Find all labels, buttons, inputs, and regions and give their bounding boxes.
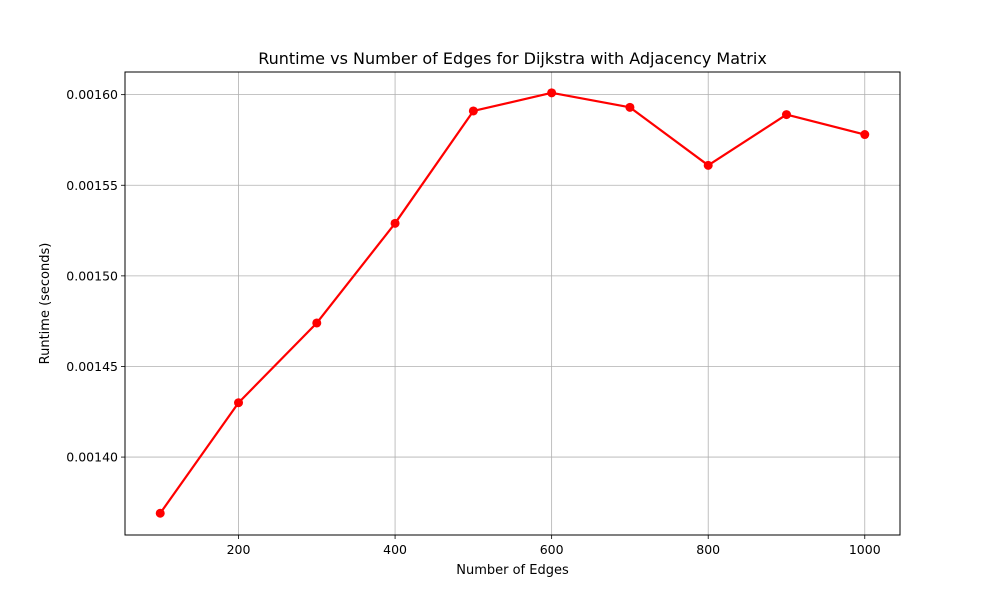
y-tick-label: 0.00155 [66, 178, 118, 193]
plot-area-frame [124, 71, 901, 536]
x-axis-label: Number of Edges [456, 563, 569, 578]
data-point-marker [860, 130, 870, 140]
y-axis-label: Runtime (seconds) [38, 243, 53, 365]
grid-lines [125, 72, 900, 535]
y-tick-label: 0.00140 [66, 450, 118, 465]
data-point-marker [155, 508, 165, 518]
data-point-marker [547, 88, 557, 98]
y-tick-label: 0.00160 [66, 87, 118, 102]
data-point-marker [781, 110, 791, 120]
y-tick-label: 0.00145 [66, 359, 118, 374]
data-point-marker [703, 160, 713, 170]
y-tick-label: 0.00150 [66, 268, 118, 283]
series-line [159, 91, 866, 515]
x-tick-label: 800 [696, 542, 720, 557]
series-layer [155, 88, 870, 518]
chart-title: Runtime vs Number of Edges for Dijkstra … [258, 49, 767, 68]
axis-ticks: 200 400 600 800 1000 0.00140 0.00145 0.00150 0.0… [66, 87, 880, 557]
x-tick-label: 600 [540, 542, 564, 557]
x-tick-label: 200 [227, 542, 251, 557]
data-point-marker [468, 106, 478, 116]
data-point-marker [625, 102, 635, 112]
x-tick-label: 400 [383, 542, 407, 557]
data-point-marker [390, 218, 400, 228]
data-point-marker [312, 318, 322, 328]
x-tick-label: 1000 [849, 542, 881, 557]
data-point-marker [234, 398, 244, 408]
